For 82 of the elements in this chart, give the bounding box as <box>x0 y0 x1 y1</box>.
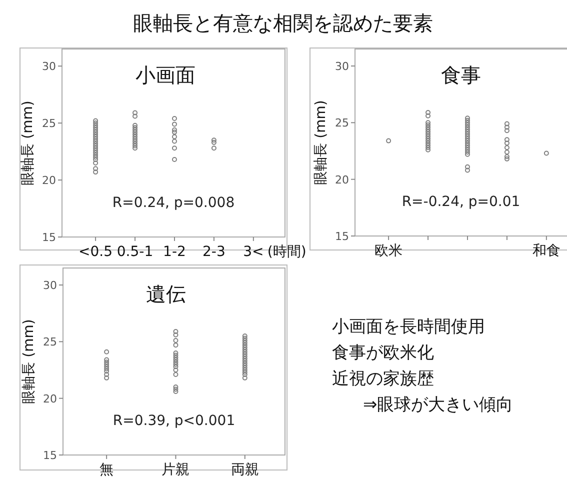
y-tick-label: 30 <box>43 279 57 292</box>
point <box>504 140 510 146</box>
point <box>464 136 470 142</box>
y-tick-label: 15 <box>335 230 349 243</box>
point <box>426 129 431 134</box>
x-tick-label: 2-3 <box>202 244 226 260</box>
point <box>426 120 431 126</box>
point <box>504 156 510 162</box>
point <box>426 126 431 132</box>
annotation: R=0.39, p<0.001 <box>112 413 236 429</box>
point <box>544 150 549 156</box>
y-axis-title: 眼軸長 (mm) <box>20 100 36 186</box>
point <box>464 116 470 121</box>
x-tick-label: 和食 <box>532 243 560 259</box>
x-tick-label: 0.5-1 <box>116 244 154 260</box>
point <box>426 147 431 152</box>
y-tick-label: 25 <box>42 117 56 130</box>
y-tick-label: 25 <box>43 336 57 349</box>
x-tick-label: 両親 <box>230 462 259 477</box>
point <box>504 137 510 142</box>
x-tick-label: 欧米 <box>374 243 403 259</box>
point <box>426 113 431 118</box>
text: 小画面 <box>136 63 196 87</box>
text: ⇒眼球が大きい傾向 <box>363 395 514 415</box>
x-tick-label: 無 <box>100 462 114 477</box>
text: 食事が欧米化 <box>332 343 434 363</box>
x-tick-label: <0.5 <box>78 244 113 260</box>
annotation: R=0.24, p=0.008 <box>112 195 235 211</box>
y-tick-label: 20 <box>335 173 349 186</box>
point <box>464 138 470 144</box>
point <box>504 121 510 126</box>
text: 眼軸長と有意な相関を認めた要素 <box>133 11 433 35</box>
point <box>426 142 431 148</box>
point <box>504 145 510 150</box>
point <box>386 138 392 144</box>
text: 遺伝 <box>146 282 186 306</box>
text: 食事 <box>441 63 481 87</box>
point <box>464 147 470 152</box>
x-tick-label: 3< <box>243 244 264 260</box>
point <box>426 124 431 130</box>
y-tick-label: 30 <box>42 60 56 74</box>
point <box>426 140 431 146</box>
y-tick-label: 25 <box>335 116 349 130</box>
x-tick-label: 片親 <box>162 462 190 477</box>
y-tick-label: 30 <box>335 60 349 73</box>
point <box>464 129 470 134</box>
text: 近視の家族歴 <box>332 369 434 389</box>
point <box>426 145 431 150</box>
text: 小画面を長時間使用 <box>332 317 485 337</box>
point <box>504 128 510 134</box>
point <box>426 110 431 115</box>
point <box>426 136 431 142</box>
y-axis-title: 眼軸長 (mm) <box>21 319 37 404</box>
annotation: R=-0.24, p=0.01 <box>402 194 520 210</box>
point <box>464 140 470 146</box>
point <box>464 118 470 123</box>
y-tick-label: 20 <box>42 174 56 188</box>
point <box>426 122 431 128</box>
y-axis-title: 眼軸長 (mm) <box>313 100 329 185</box>
point <box>504 150 510 155</box>
point <box>464 120 470 126</box>
point <box>426 132 431 136</box>
x-axis-title: (時間) <box>267 244 306 260</box>
point <box>464 142 470 148</box>
point <box>464 124 470 130</box>
point <box>464 122 470 128</box>
point <box>504 154 510 160</box>
point <box>504 124 510 130</box>
point <box>426 134 431 139</box>
point <box>464 145 470 150</box>
point <box>464 132 470 136</box>
point <box>464 126 470 132</box>
point <box>464 150 470 155</box>
point <box>464 152 470 157</box>
point <box>464 168 470 173</box>
x-tick-label: 1-2 <box>163 244 186 260</box>
y-tick-label: 15 <box>43 449 57 462</box>
y-tick-label: 20 <box>43 392 57 406</box>
point <box>426 138 431 144</box>
point <box>464 134 470 139</box>
y-tick-label: 15 <box>42 231 56 244</box>
point <box>464 164 470 170</box>
